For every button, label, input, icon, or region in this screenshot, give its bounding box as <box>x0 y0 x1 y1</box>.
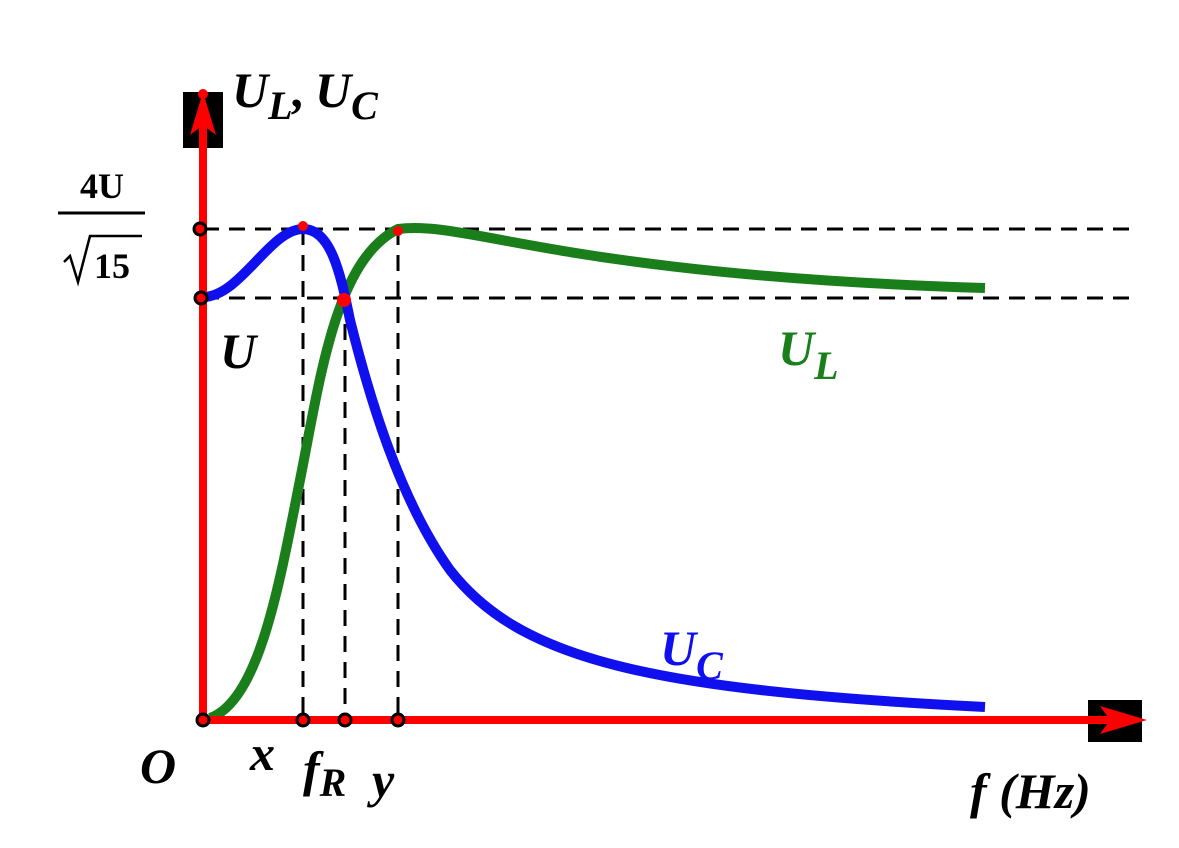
points <box>192 221 406 728</box>
x-arrow <box>1100 706 1147 734</box>
label-part: f <box>303 741 324 797</box>
peak-denominator: 15 <box>94 246 130 286</box>
label-part: R <box>319 760 347 805</box>
label-part: U <box>778 320 817 376</box>
curve-label-ul: UL <box>778 320 839 388</box>
y-mark-label: y <box>367 752 395 808</box>
label-part: U <box>315 62 354 118</box>
fr-mark-label: fR <box>303 741 346 805</box>
curve-ul <box>207 223 986 723</box>
label-part: U <box>660 620 699 676</box>
x-axis-label: f (Hz) <box>970 763 1091 819</box>
label-part: C <box>351 83 379 128</box>
peak-numerator: 4U <box>80 166 124 206</box>
peak-points <box>198 89 403 307</box>
label-part: L <box>813 343 838 388</box>
label-part: U <box>232 62 271 118</box>
label-part: C <box>696 643 724 688</box>
curve-label-uc: UC <box>660 620 724 688</box>
curve-uc <box>202 223 986 712</box>
radical <box>63 234 142 287</box>
y-arrow <box>190 92 216 135</box>
origin-label: O <box>140 738 176 794</box>
label-part: , <box>291 62 306 118</box>
y-axis-label: UL, UC <box>232 62 379 128</box>
label-part: L <box>267 83 292 128</box>
base-label: U <box>220 323 259 379</box>
x-mark-label: x <box>249 725 275 781</box>
